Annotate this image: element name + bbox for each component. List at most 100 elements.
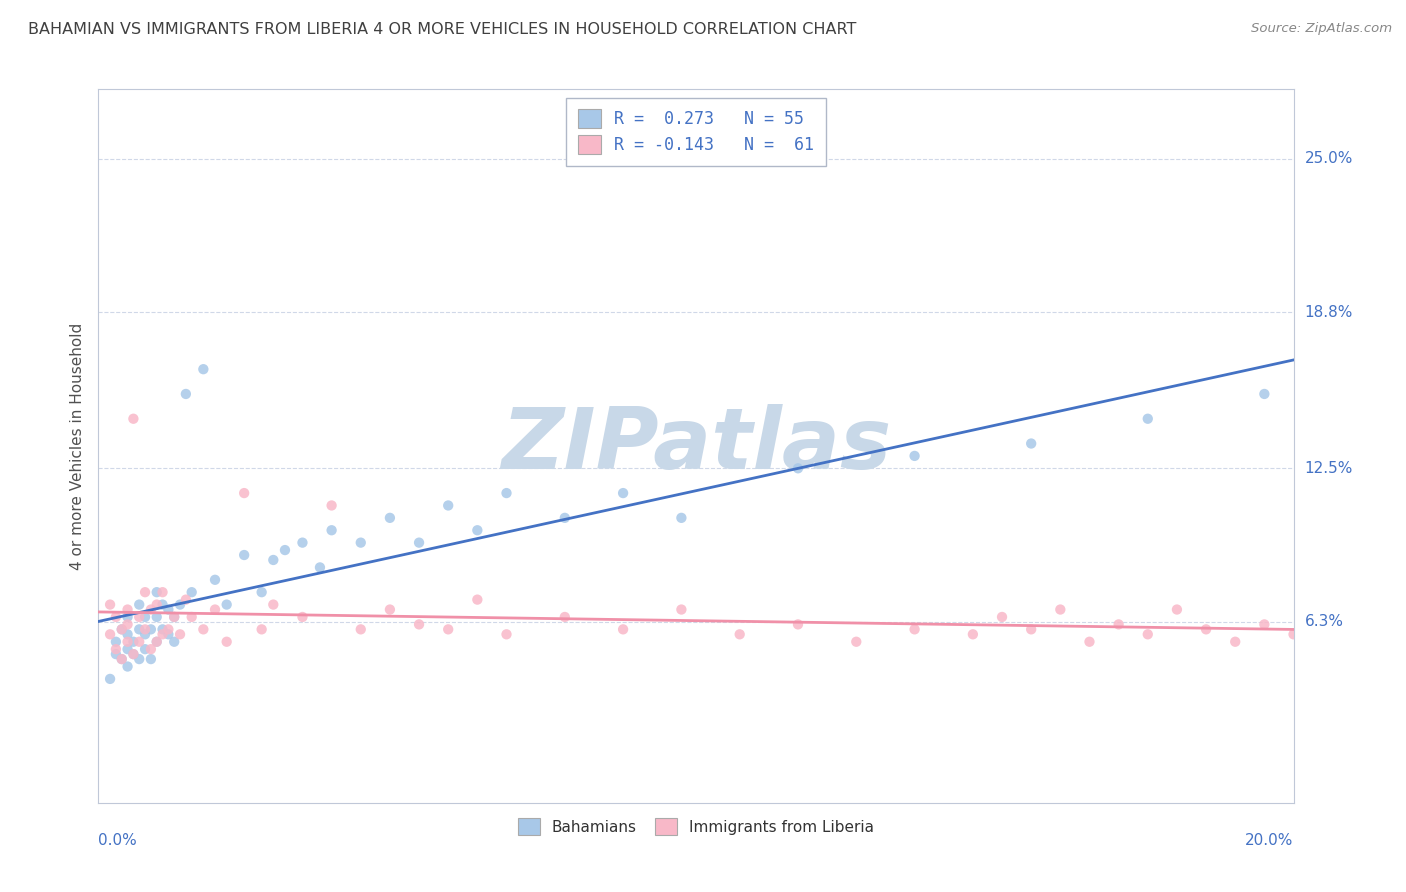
Text: 6.3%: 6.3% [1305, 615, 1344, 630]
Y-axis label: 4 or more Vehicles in Household: 4 or more Vehicles in Household [69, 322, 84, 570]
Point [262, 598, 284, 612]
Point [903, 449, 925, 463]
Point [152, 623, 174, 637]
Point [193, 623, 215, 637]
Point [250, 585, 273, 599]
Point [612, 623, 634, 637]
Point [174, 592, 197, 607]
Text: 18.8%: 18.8% [1305, 305, 1353, 319]
Point [117, 627, 139, 641]
Point [437, 623, 460, 637]
Point [1166, 602, 1188, 616]
Point [122, 411, 145, 425]
Point [145, 634, 167, 648]
Point [204, 573, 226, 587]
Point [104, 634, 127, 648]
Point [250, 623, 273, 637]
Point [128, 623, 150, 637]
Point [1282, 627, 1305, 641]
Point [1078, 634, 1101, 648]
Point [104, 642, 127, 657]
Point [554, 511, 576, 525]
Point [163, 634, 186, 648]
Point [134, 627, 156, 641]
Point [122, 634, 145, 648]
Point [122, 647, 145, 661]
Point [163, 610, 186, 624]
Point [174, 387, 197, 401]
Point [98, 598, 121, 612]
Point [111, 623, 134, 637]
Point [274, 543, 297, 558]
Text: 0.0%: 0.0% [98, 833, 138, 848]
Point [350, 623, 373, 637]
Point [1253, 617, 1275, 632]
Point [169, 598, 191, 612]
Point [408, 535, 430, 549]
Point [291, 610, 314, 624]
Point [117, 610, 139, 624]
Point [152, 627, 174, 641]
Point [117, 659, 139, 673]
Point [467, 592, 489, 607]
Point [145, 610, 167, 624]
Point [111, 652, 134, 666]
Point [128, 634, 150, 648]
Point [787, 461, 810, 475]
Point [845, 634, 868, 648]
Point [104, 610, 127, 624]
Point [991, 610, 1014, 624]
Point [233, 548, 256, 562]
Point [321, 523, 343, 537]
Point [612, 486, 634, 500]
Point [145, 598, 167, 612]
Point [128, 652, 150, 666]
Point [117, 634, 139, 648]
Point [787, 617, 810, 632]
Point [1340, 623, 1362, 637]
Point [134, 585, 156, 599]
Point [321, 499, 343, 513]
Point [104, 647, 127, 661]
Point [1195, 623, 1218, 637]
Point [215, 634, 238, 648]
Point [145, 634, 167, 648]
Point [134, 623, 156, 637]
Point [157, 602, 180, 616]
Legend: Bahamians, Immigrants from Liberia: Bahamians, Immigrants from Liberia [512, 812, 880, 841]
Text: 12.5%: 12.5% [1305, 461, 1353, 475]
Point [378, 511, 401, 525]
Point [495, 627, 517, 641]
Point [233, 486, 256, 500]
Point [117, 602, 139, 616]
Point [111, 652, 134, 666]
Point [128, 610, 150, 624]
Point [139, 602, 162, 616]
Point [111, 623, 134, 637]
Point [98, 672, 121, 686]
Point [157, 623, 180, 637]
Point [262, 553, 284, 567]
Point [671, 602, 693, 616]
Point [163, 610, 186, 624]
Point [139, 652, 162, 666]
Text: BAHAMIAN VS IMMIGRANTS FROM LIBERIA 4 OR MORE VEHICLES IN HOUSEHOLD CORRELATION : BAHAMIAN VS IMMIGRANTS FROM LIBERIA 4 OR… [28, 22, 856, 37]
Point [1019, 623, 1042, 637]
Point [728, 627, 751, 641]
Point [145, 585, 167, 599]
Point [98, 627, 121, 641]
Text: 25.0%: 25.0% [1305, 151, 1353, 166]
Point [554, 610, 576, 624]
Point [1019, 436, 1042, 450]
Point [291, 535, 314, 549]
Point [1225, 634, 1247, 648]
Point [408, 617, 430, 632]
Point [152, 598, 174, 612]
Point [1108, 617, 1130, 632]
Point [193, 362, 215, 376]
Text: 20.0%: 20.0% [1246, 833, 1294, 848]
Point [378, 602, 401, 616]
Point [350, 535, 373, 549]
Point [215, 598, 238, 612]
Point [180, 610, 202, 624]
